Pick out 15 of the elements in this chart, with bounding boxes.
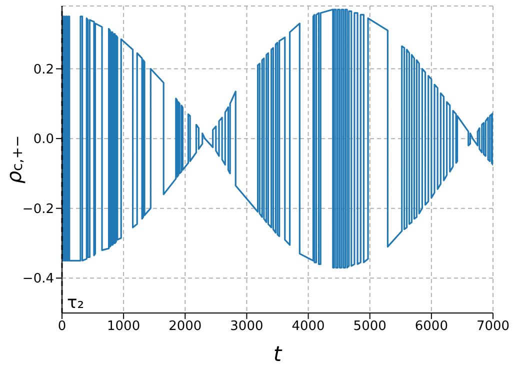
x-axis-title: t <box>273 342 282 366</box>
y-tick-label: −0.2 <box>22 202 54 217</box>
x-tick-label: 3000 <box>230 319 264 334</box>
x-tick-label: 6000 <box>414 319 448 334</box>
x-tick-label: 2000 <box>168 319 202 334</box>
x-tick-label: 4000 <box>292 319 325 334</box>
y-tick-label: 0.2 <box>33 62 54 78</box>
x-tick-label: 1000 <box>107 319 140 334</box>
y-tick-label: 0.0 <box>33 132 54 148</box>
ref-line-label: τ₂ <box>67 293 84 313</box>
x-tick-label: 7000 <box>476 319 510 334</box>
x-tick-label: 0 <box>58 319 66 334</box>
line-series <box>62 8 493 268</box>
y-tick-label: −0.4 <box>22 272 54 287</box>
x-tick-label: 5000 <box>353 319 386 334</box>
